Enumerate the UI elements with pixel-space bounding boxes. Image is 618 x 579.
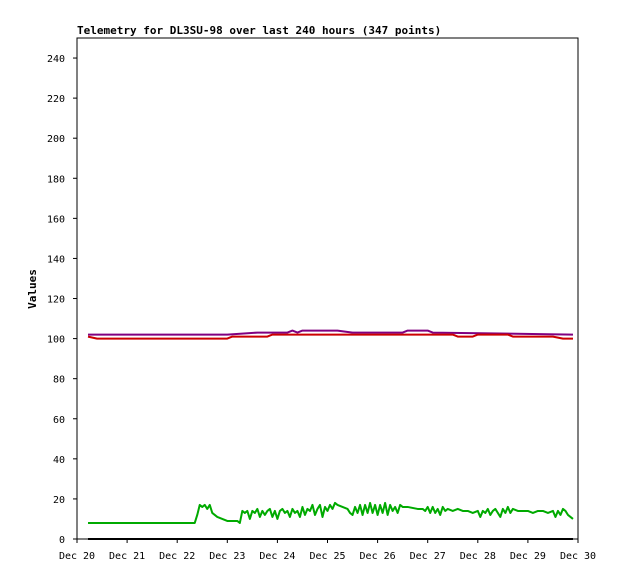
- y-tick-label: 100: [47, 335, 65, 346]
- x-tick-label: Dec 29: [510, 551, 546, 562]
- x-tick-label: Dec 20: [59, 551, 95, 562]
- x-axis: Dec 20 Dec 21 Dec 22 Dec 23 Dec 24 Dec 25 Dec …: [59, 539, 596, 562]
- chart-title: Telemetry for DL3SU-98 over last 240 hou…: [77, 24, 441, 37]
- x-tick-label: Dec 27: [410, 551, 446, 562]
- y-tick-label: 40: [53, 455, 65, 466]
- series-line-2: [87, 333, 573, 340]
- y-tick-label: 240: [47, 54, 65, 65]
- x-tick-label: Dec 24: [259, 551, 295, 562]
- y-tick-label: 0: [59, 535, 65, 546]
- x-tick-label: Dec 21: [109, 551, 145, 562]
- x-tick-label: Dec 23: [209, 551, 245, 562]
- series-line-3: [88, 501, 574, 524]
- series-layer: [87, 329, 574, 540]
- x-tick-label: Dec 28: [460, 551, 496, 562]
- y-tick-label: 120: [47, 295, 65, 306]
- y-tick-label: 20: [53, 495, 65, 506]
- y-tick-label: 140: [47, 254, 65, 265]
- x-tick-label: Dec 25: [309, 551, 345, 562]
- y-tick-label: 200: [47, 134, 65, 145]
- y-axis: 0 20 40 60 80 100 120 140 160 180 200 220 240: [47, 54, 77, 546]
- y-tick-label: 180: [47, 174, 65, 185]
- y-tick-label: 220: [47, 94, 65, 105]
- y-tick-label: 160: [47, 214, 65, 225]
- series-line-1: [88, 329, 574, 336]
- x-tick-label: Dec 26: [360, 551, 396, 562]
- y-axis-label: Values: [26, 269, 39, 309]
- y-tick-label: 80: [53, 375, 65, 386]
- x-tick-label: Dec 22: [159, 551, 195, 562]
- plot-area: [76, 37, 579, 540]
- y-tick-label: 60: [53, 415, 65, 426]
- x-tick-label: Dec 30: [560, 551, 596, 562]
